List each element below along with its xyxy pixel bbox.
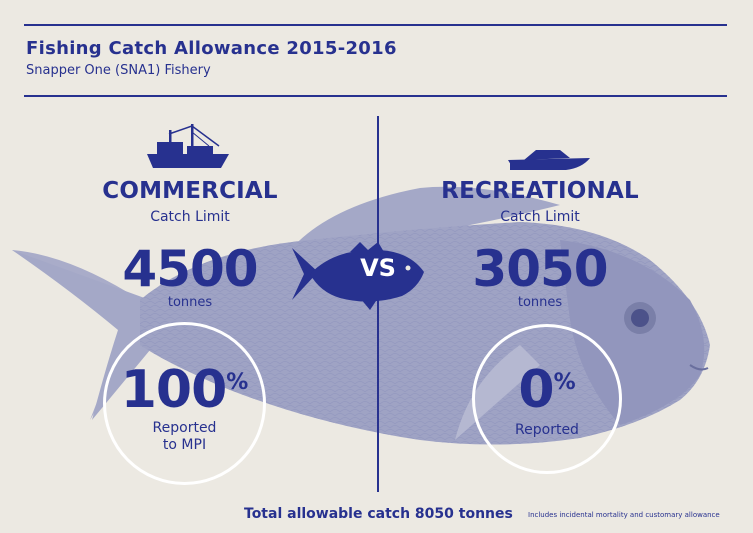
vs-label: VS	[360, 254, 396, 282]
recreational-reported-circle	[472, 324, 622, 474]
recreational-heading: RECREATIONAL	[441, 178, 639, 204]
center-divider	[377, 116, 379, 492]
commercial-reported-circle	[103, 322, 266, 485]
total-catch: Total allowable catch 8050 tonnes	[244, 506, 513, 522]
recreational-reported-value: 0%	[472, 360, 622, 420]
commercial-heading: COMMERCIAL	[102, 178, 278, 204]
commercial-limit: 4500	[122, 240, 258, 298]
recreational-reported-number: 0	[518, 360, 554, 420]
top-rule	[24, 24, 727, 26]
recreational-subheading: Catch Limit	[500, 209, 580, 225]
speedboat-icon	[508, 150, 590, 170]
header-rule	[24, 95, 727, 97]
footnote: Includes incidental mortality and custom…	[528, 511, 720, 519]
commercial-percent-sign: %	[226, 370, 249, 395]
commercial-reported-line2: to MPI	[162, 437, 207, 453]
vs-fish-icon	[292, 242, 424, 310]
commercial-subheading: Catch Limit	[150, 209, 230, 225]
commercial-reported-number: 100	[120, 360, 228, 420]
recreational-unit: tonnes	[517, 295, 563, 310]
page-subtitle: Snapper One (SNA1) Fishery	[26, 63, 211, 78]
recreational-reported-label: Reported	[515, 422, 579, 438]
commercial-reported-line1: Reported	[152, 420, 217, 436]
commercial-unit: tonnes	[167, 295, 213, 310]
page-title: Fishing Catch Allowance 2015-2016	[26, 38, 397, 59]
commercial-reported-label: Reported to MPI	[103, 420, 266, 454]
fishing-boat-icon	[147, 124, 229, 168]
recreational-percent-sign: %	[553, 370, 576, 395]
recreational-limit: 3050	[472, 240, 608, 298]
commercial-reported-value: 100%	[103, 360, 266, 420]
